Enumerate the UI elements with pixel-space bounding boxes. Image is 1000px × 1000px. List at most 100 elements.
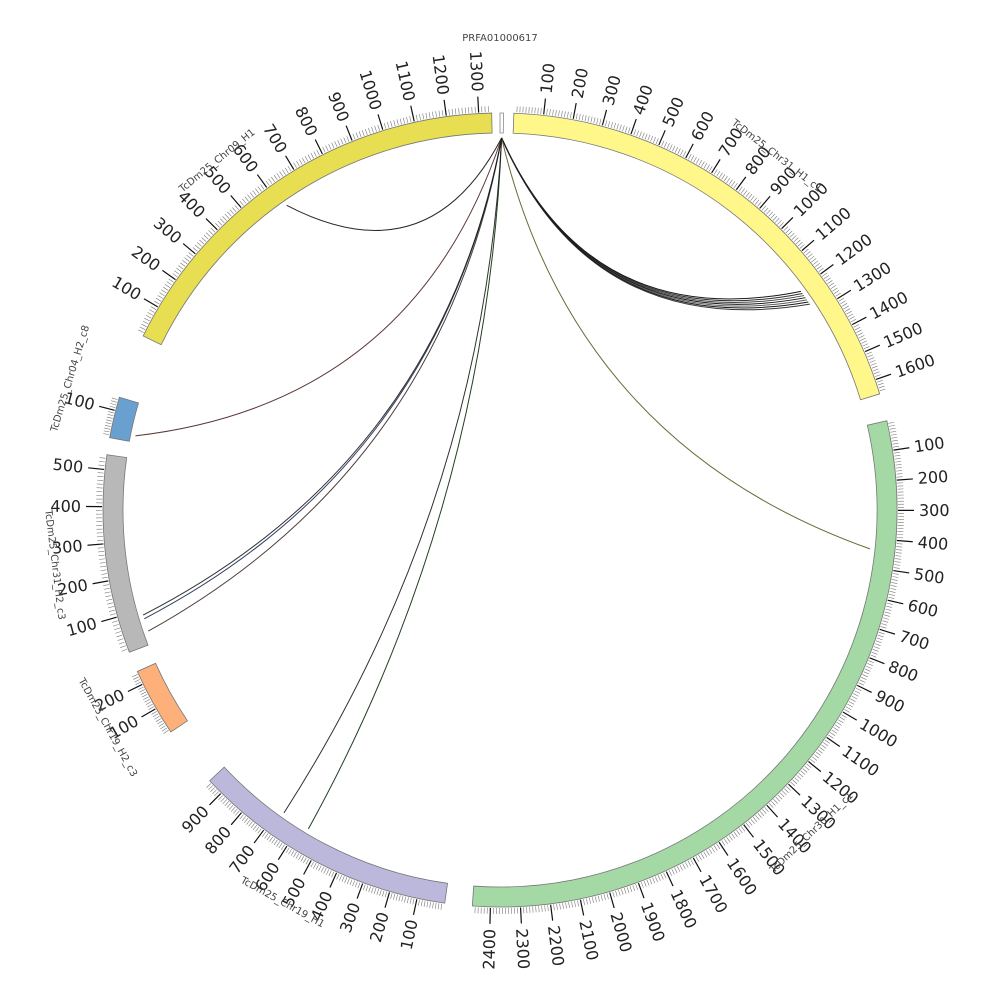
minor-tick [558, 110, 560, 117]
minor-tick [854, 326, 861, 331]
minor-tick [603, 894, 606, 901]
minor-tick [863, 346, 870, 350]
minor-tick [733, 831, 738, 837]
tick-label: 300 [599, 73, 625, 107]
minor-tick [743, 190, 748, 196]
minor-tick [838, 297, 845, 302]
minor-tick [210, 227, 216, 233]
minor-tick [155, 297, 162, 302]
minor-tick [870, 654, 877, 658]
minor-tick [892, 445, 899, 448]
minor-tick [374, 125, 377, 132]
minor-tick [377, 124, 380, 131]
minor-tick [890, 433, 897, 436]
minor-tick [713, 845, 718, 851]
link-6 [501, 137, 810, 311]
minor-tick [155, 718, 162, 722]
major-tick [314, 139, 323, 155]
minor-tick [310, 861, 314, 868]
minor-tick [828, 734, 834, 739]
minor-tick [815, 751, 821, 756]
minor-tick [877, 382, 884, 386]
minor-tick [891, 439, 898, 442]
minor-tick [812, 756, 818, 761]
minor-tick [404, 896, 407, 903]
minor-tick [426, 901, 429, 908]
minor-tick [754, 199, 760, 205]
minor-tick [653, 137, 656, 143]
minor-tick [889, 424, 896, 427]
major-tick [345, 125, 353, 141]
minor-tick [166, 281, 172, 286]
major-tick [377, 114, 384, 130]
minor-tick [534, 107, 536, 114]
minor-tick [224, 801, 230, 806]
minor-tick [161, 727, 168, 732]
minor-tick [118, 641, 125, 645]
minor-tick [843, 305, 849, 310]
minor-tick [307, 154, 312, 160]
minor-tick [310, 152, 314, 159]
minor-tick [157, 295, 163, 299]
minor-tick [365, 885, 369, 892]
minor-tick [540, 108, 542, 115]
minor-tick [239, 814, 244, 820]
minor-tick [643, 880, 647, 887]
major-tick [519, 907, 522, 924]
minor-tick [376, 888, 379, 895]
minor-tick [284, 167, 289, 174]
minor-tick [255, 188, 260, 194]
minor-tick [838, 719, 844, 724]
major-tick [443, 99, 447, 116]
minor-tick [723, 175, 728, 182]
minor-tick [419, 114, 421, 121]
minor-tick [652, 877, 656, 884]
minor-tick [791, 235, 797, 240]
major-tick [711, 159, 721, 174]
major-tick [896, 478, 913, 481]
minor-tick [809, 255, 815, 261]
major-tick [893, 569, 910, 574]
minor-tick [873, 371, 880, 375]
tick-label: 400 [917, 533, 949, 554]
minor-tick [112, 624, 119, 627]
minor-tick [243, 817, 249, 823]
minor-tick [772, 215, 778, 221]
minor-tick [344, 877, 348, 884]
minor-tick [303, 857, 307, 864]
minor-tick [698, 159, 703, 166]
minor-tick [889, 427, 896, 430]
minor-tick [111, 620, 118, 623]
minor-tick [160, 725, 166, 730]
minor-tick [835, 292, 841, 297]
minor-tick [99, 562, 106, 564]
minor-tick [232, 207, 237, 213]
minor-tick [647, 134, 651, 141]
minor-tick [859, 679, 866, 683]
minor-tick [271, 176, 275, 183]
minor-tick [157, 720, 163, 725]
minor-tick [393, 893, 396, 900]
minor-tick [741, 826, 746, 832]
major-tick [543, 98, 547, 115]
minor-tick [354, 881, 358, 888]
minor-tick [328, 870, 332, 877]
minor-tick [541, 905, 543, 912]
minor-tick [103, 430, 110, 433]
minor-tick [120, 645, 126, 648]
minor-tick [559, 903, 561, 910]
minor-tick [188, 252, 194, 257]
minor-tick [99, 457, 106, 459]
minor-tick [841, 303, 848, 307]
minor-tick [357, 882, 361, 889]
minor-tick [882, 620, 889, 623]
minor-tick [215, 223, 220, 228]
minor-tick [150, 306, 157, 310]
minor-tick [894, 564, 901, 566]
minor-tick [568, 901, 570, 909]
tick-label: 1500 [881, 318, 926, 352]
minor-tick [325, 145, 329, 152]
minor-tick [358, 131, 362, 138]
major-tick [162, 269, 176, 281]
minor-tick [393, 120, 396, 127]
